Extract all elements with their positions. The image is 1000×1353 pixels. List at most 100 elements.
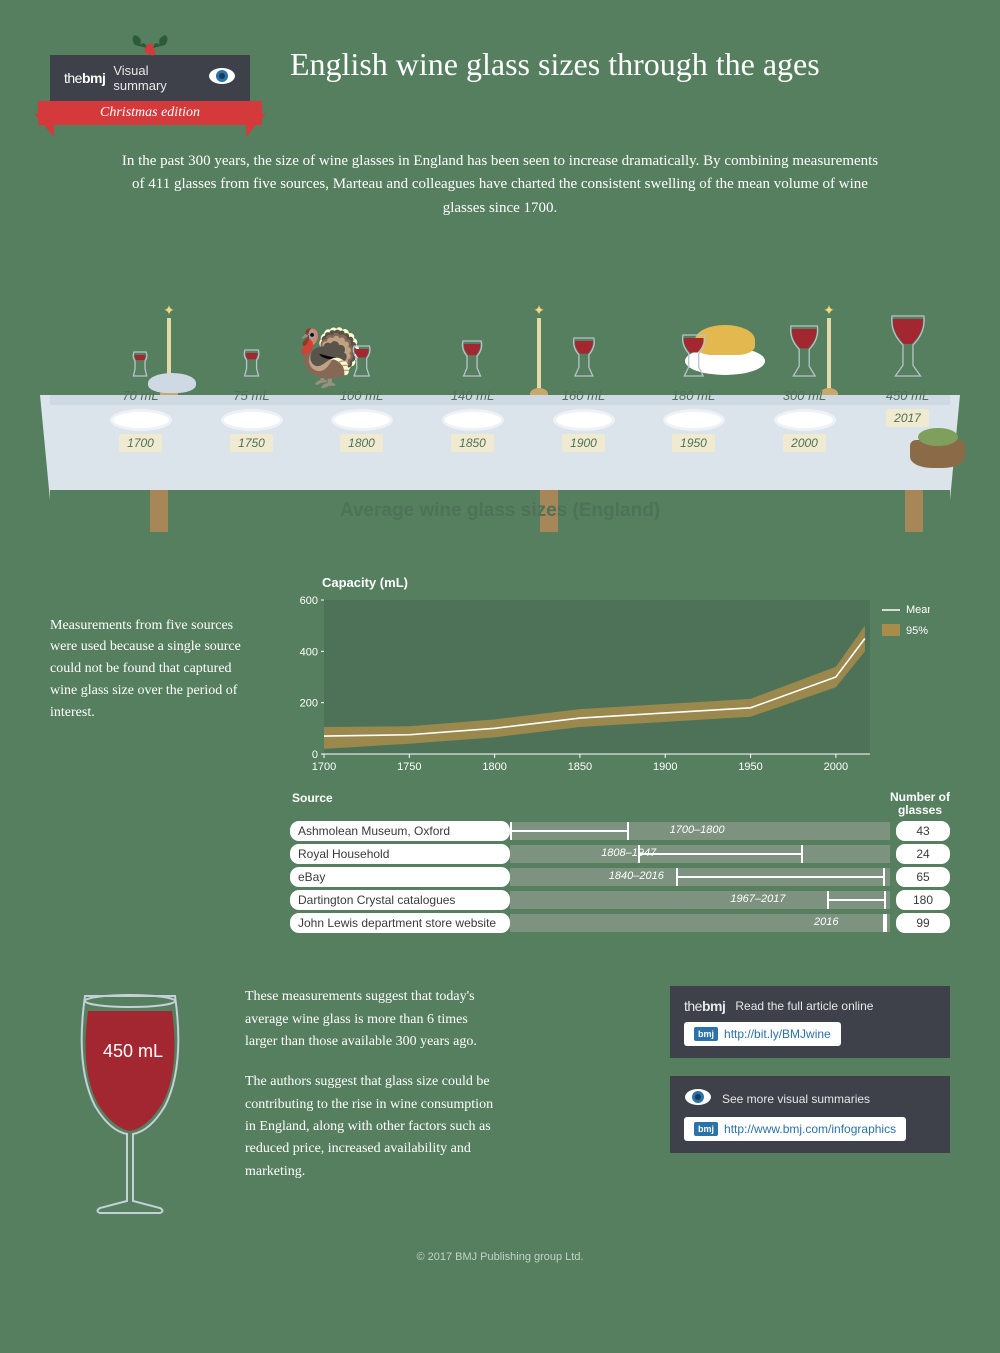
source-name: John Lewis department store website — [290, 913, 510, 933]
sources-header-num: Number of glasses — [890, 791, 950, 817]
source-count: 180 — [890, 890, 950, 910]
visual-summary-label: Visual summary — [113, 63, 200, 93]
glass-volume: 70 mL — [88, 388, 193, 403]
big-glass-ml: 450 mL — [103, 1041, 163, 1062]
header: thebmj Visual summary Christmas edition … — [50, 30, 950, 125]
place-setting: 75 mL 1750 — [199, 295, 304, 452]
year-label: 1950 — [672, 434, 715, 452]
year-label: 1900 — [562, 434, 605, 452]
conclusion-text: These measurements suggest that today's … — [245, 986, 635, 1201]
sources-header-source: Source — [290, 791, 510, 817]
sprouts-bowl-icon — [910, 440, 965, 468]
svg-text:600: 600 — [300, 596, 318, 607]
wine-glass-icon — [680, 332, 707, 386]
svg-text:1900: 1900 — [653, 761, 677, 773]
wine-glass-icon — [131, 349, 149, 386]
year-label: 1800 — [340, 434, 383, 452]
source-name: eBay — [290, 867, 510, 887]
source-range-bar: 1700–1800 — [510, 822, 890, 840]
source-row: Ashmolean Museum, Oxford 1700–1800 43 — [290, 821, 950, 841]
glass-volume: 300 mL — [752, 388, 857, 403]
place-setting: 160 mL 1900 — [531, 295, 636, 452]
dining-table-scene: ✦ ✦ ✦ 🦃 70 mL 1700 75 mL 1750 100 mL 180… — [50, 255, 950, 555]
copyright: © 2017 BMJ Publishing group Ltd. — [50, 1251, 950, 1263]
source-range-label: 1967–2017 — [730, 893, 785, 905]
eye-icon — [684, 1088, 712, 1109]
glass-volume: 180 mL — [641, 388, 746, 403]
svg-text:200: 200 — [300, 697, 318, 709]
source-range-marker — [827, 891, 886, 909]
plate-icon — [553, 409, 615, 431]
svg-text:1850: 1850 — [568, 761, 592, 773]
place-setting: 70 mL 1700 — [88, 295, 193, 452]
source-range-bar: 1808–1947 — [510, 845, 890, 863]
glass-volume: 140 mL — [420, 388, 525, 403]
source-range-marker — [510, 822, 629, 840]
read-full-label: Read the full article online — [735, 999, 873, 1013]
see-more-label: See more visual summaries — [722, 1092, 870, 1106]
source-row: eBay 1840–2016 65 — [290, 867, 950, 887]
source-range-bar: 1967–2017 — [510, 891, 890, 909]
source-range-marker — [638, 845, 803, 863]
source-range-marker — [883, 914, 887, 932]
article-link[interactable]: bmjhttp://bit.ly/BMJwine — [684, 1022, 841, 1046]
glass-volume: 160 mL — [531, 388, 636, 403]
plate-icon — [442, 409, 504, 431]
source-range-label: 1840–2016 — [609, 870, 664, 882]
year-label: 1700 — [119, 434, 162, 452]
svg-text:0: 0 — [312, 749, 318, 761]
chart-ylabel: Capacity (mL) — [322, 575, 950, 590]
svg-text:1800: 1800 — [482, 761, 506, 773]
svg-text:1700: 1700 — [312, 761, 336, 773]
christmas-ribbon: Christmas edition — [38, 101, 262, 125]
chart-note: Measurements from five sources were used… — [50, 615, 260, 936]
brand-logo: thebmj — [64, 70, 105, 86]
source-range-bar: 2016 — [510, 914, 890, 932]
wine-glass-icon — [351, 343, 372, 386]
infographics-link[interactable]: bmjhttp://www.bmj.com/infographics — [684, 1117, 906, 1141]
source-name: Royal Household — [290, 844, 510, 864]
big-wine-glass: 450 mL — [50, 986, 210, 1221]
wine-glass-icon — [242, 347, 261, 386]
source-row: Dartington Crystal catalogues 1967–2017 … — [290, 890, 950, 910]
glass-volume: 450 mL — [855, 388, 960, 403]
source-count: 24 — [890, 844, 950, 864]
svg-text:95% CI: 95% CI — [906, 625, 930, 637]
brand-logo: thebmj — [684, 998, 725, 1014]
source-range-bar: 1840–2016 — [510, 868, 890, 886]
capacity-chart: 02004006001700175018001850190019502000Me… — [290, 596, 930, 776]
sources-table: Source Number of glasses Ashmolean Museu… — [290, 791, 950, 933]
more-summaries-box: See more visual summaries bmjhttp://www.… — [670, 1076, 950, 1153]
place-setting: 180 mL 1950 — [641, 295, 746, 452]
wine-glass-icon — [460, 338, 484, 386]
plate-icon — [774, 409, 836, 431]
source-range-marker — [676, 868, 885, 886]
place-setting: 300 mL 2000 — [752, 295, 857, 452]
source-count: 65 — [890, 867, 950, 887]
plate-icon — [663, 409, 725, 431]
svg-text:1750: 1750 — [397, 761, 421, 773]
plate-icon — [110, 409, 172, 431]
source-name: Dartington Crystal catalogues — [290, 890, 510, 910]
wine-glass-icon — [571, 335, 597, 386]
plate-icon — [331, 409, 393, 431]
article-link-box: thebmj Read the full article online bmjh… — [670, 986, 950, 1058]
source-range-label: 2016 — [814, 916, 838, 928]
table-caption: Average wine glass sizes (England) — [50, 500, 950, 522]
conclusion-p2: The authors suggest that glass size coul… — [245, 1071, 495, 1183]
year-label: 2000 — [783, 434, 826, 452]
source-row: John Lewis department store website 2016… — [290, 913, 950, 933]
svg-text:2000: 2000 — [824, 761, 848, 773]
source-row: Royal Household 1808–1947 24 — [290, 844, 950, 864]
place-setting: 450 mL 2017 — [855, 295, 960, 427]
conclusion-p1: These measurements suggest that today's … — [245, 986, 495, 1053]
svg-text:400: 400 — [300, 646, 318, 658]
source-count: 99 — [890, 913, 950, 933]
source-range-label: 1700–1800 — [670, 824, 725, 836]
intro-text: In the past 300 years, the size of wine … — [120, 150, 880, 220]
page-title: English wine glass sizes through the age… — [290, 45, 950, 83]
wine-glass-icon — [889, 313, 927, 386]
year-label: 1850 — [451, 434, 494, 452]
place-setting: 140 mL 1850 — [420, 295, 525, 452]
year-label: 2017 — [886, 409, 929, 427]
